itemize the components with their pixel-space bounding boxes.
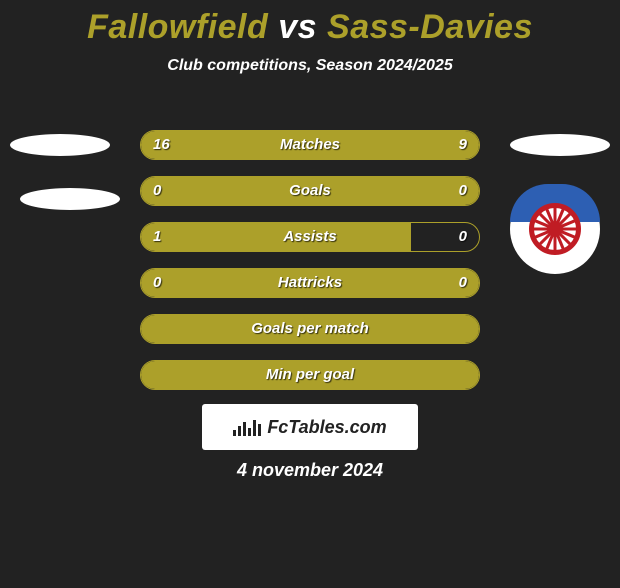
title-right: Sass-Davies xyxy=(327,8,533,46)
crest-wheel xyxy=(529,203,581,255)
title-vs: vs xyxy=(278,8,317,46)
stat-row: 169Matches xyxy=(140,130,480,160)
banner-bar xyxy=(243,422,246,436)
stat-label: Min per goal xyxy=(141,361,479,389)
title-left: Fallowfield xyxy=(87,8,268,46)
stat-label: Goals xyxy=(141,177,479,205)
banner-chart-icon xyxy=(233,418,261,436)
player-right-badge-1 xyxy=(510,134,610,156)
date-label: 4 november 2024 xyxy=(0,460,620,481)
banner-bar xyxy=(238,426,241,436)
stat-label: Matches xyxy=(141,131,479,159)
banner-bar xyxy=(233,430,236,436)
stats-area: 169Matches 00Goals 10Assists 00Hattricks Goa… xyxy=(140,130,480,406)
stat-row: 10Assists xyxy=(140,222,480,252)
player-left-badge-2 xyxy=(20,188,120,210)
stat-label: Goals per match xyxy=(141,315,479,343)
banner-text: FcTables.com xyxy=(267,417,386,438)
club-crest-right xyxy=(510,184,600,274)
stat-label: Hattricks xyxy=(141,269,479,297)
banner-bar xyxy=(258,424,261,436)
stat-label: Assists xyxy=(141,223,479,251)
stat-row: Goals per match xyxy=(140,314,480,344)
stat-row: 00Goals xyxy=(140,176,480,206)
subtitle: Club competitions, Season 2024/2025 xyxy=(0,57,620,75)
fctables-banner[interactable]: FcTables.com xyxy=(202,404,418,450)
stat-row: 00Hattricks xyxy=(140,268,480,298)
banner-bar xyxy=(253,420,256,436)
player-left-badge-1 xyxy=(10,134,110,156)
banner-bar xyxy=(248,428,251,436)
stat-row: Min per goal xyxy=(140,360,480,390)
page-title: Fallowfield vs Sass-Davies xyxy=(0,8,620,47)
